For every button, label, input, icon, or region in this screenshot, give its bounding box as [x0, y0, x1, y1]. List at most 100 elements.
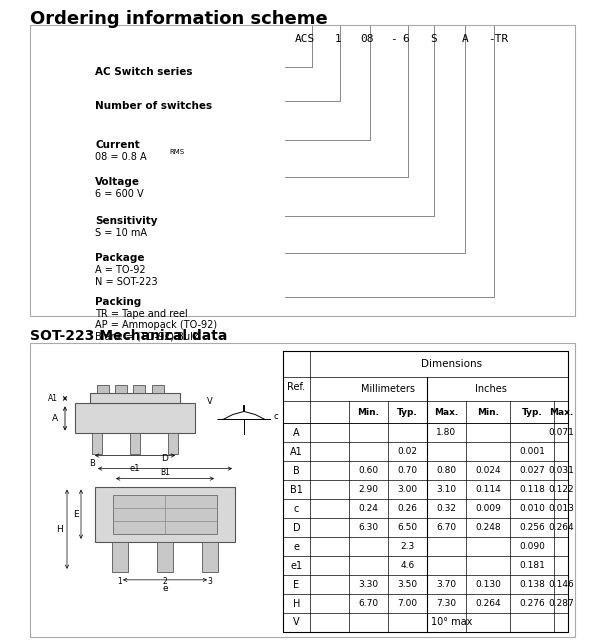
Text: RMS: RMS — [169, 149, 184, 155]
Text: 6.70: 6.70 — [358, 599, 379, 608]
Bar — [30, 25, 575, 316]
Text: Typ.: Typ. — [521, 408, 542, 417]
Text: 6: 6 — [402, 35, 409, 44]
Text: e: e — [162, 584, 168, 593]
Text: E: E — [293, 580, 299, 589]
Text: 2: 2 — [163, 577, 167, 586]
Text: 3.70: 3.70 — [436, 580, 457, 589]
Text: -TR: -TR — [488, 35, 508, 44]
Text: 0.248: 0.248 — [475, 523, 501, 532]
Text: Max.: Max. — [549, 408, 573, 417]
Text: 0.013: 0.013 — [548, 504, 574, 513]
Text: e1: e1 — [130, 464, 140, 473]
Text: 0.146: 0.146 — [548, 580, 574, 589]
Text: Blank = (TO-92) Bulk: Blank = (TO-92) Bulk — [95, 331, 199, 342]
Text: 1: 1 — [335, 35, 342, 44]
Text: A: A — [293, 428, 300, 438]
Text: Ref.: Ref. — [287, 383, 305, 392]
Bar — [168, 433, 178, 453]
Text: Packing: Packing — [95, 297, 141, 307]
Text: c: c — [273, 412, 278, 421]
Text: 3: 3 — [208, 577, 212, 586]
Bar — [157, 542, 173, 572]
Text: 6.50: 6.50 — [397, 523, 418, 532]
Text: Millimeters: Millimeters — [361, 385, 415, 394]
Text: 0.287: 0.287 — [548, 599, 574, 608]
Text: 1: 1 — [118, 577, 122, 586]
Bar — [113, 494, 217, 534]
Bar — [75, 403, 195, 433]
Text: Sensitivity: Sensitivity — [95, 216, 157, 226]
Text: 0.264: 0.264 — [475, 599, 501, 608]
Text: D: D — [293, 523, 301, 533]
Bar — [97, 385, 109, 394]
Text: 2.3: 2.3 — [400, 542, 415, 551]
Text: 4.6: 4.6 — [400, 561, 415, 570]
Text: S: S — [430, 35, 437, 44]
Text: 0.114: 0.114 — [475, 485, 501, 494]
Text: 08 = 0.8 A: 08 = 0.8 A — [95, 152, 146, 162]
Text: 0.70: 0.70 — [397, 466, 418, 475]
Text: Min.: Min. — [477, 408, 499, 417]
Text: e1: e1 — [290, 560, 302, 571]
Text: B: B — [293, 466, 300, 476]
Bar — [92, 433, 102, 453]
Text: Number of switches: Number of switches — [95, 101, 212, 111]
Text: A1: A1 — [48, 394, 58, 403]
Text: 3.00: 3.00 — [397, 485, 418, 494]
Text: 0.090: 0.090 — [519, 542, 545, 551]
Text: Current: Current — [95, 140, 140, 150]
Bar — [133, 385, 145, 394]
Text: 3.30: 3.30 — [358, 580, 379, 589]
Text: A: A — [462, 35, 469, 44]
Text: V: V — [207, 397, 213, 406]
Text: B1: B1 — [290, 485, 303, 495]
Text: AC Switch series: AC Switch series — [95, 67, 193, 77]
Text: 0.24: 0.24 — [359, 504, 379, 513]
Text: 0.256: 0.256 — [519, 523, 545, 532]
Text: ACS: ACS — [295, 35, 315, 44]
Text: H: H — [293, 598, 300, 609]
Text: B1: B1 — [160, 467, 170, 476]
Text: A = TO-92: A = TO-92 — [95, 265, 146, 275]
Text: 0.010: 0.010 — [519, 504, 545, 513]
Text: 0.60: 0.60 — [358, 466, 379, 475]
Text: 6 = 600 V: 6 = 600 V — [95, 189, 143, 200]
Text: 0.276: 0.276 — [519, 599, 545, 608]
Text: B: B — [89, 458, 95, 467]
Bar — [90, 394, 180, 403]
Text: 0.02: 0.02 — [398, 447, 418, 456]
Text: 0.122: 0.122 — [548, 485, 574, 494]
Text: Dimensions: Dimensions — [421, 360, 482, 369]
Text: 6.70: 6.70 — [436, 523, 457, 532]
Text: 7.00: 7.00 — [397, 599, 418, 608]
Text: Max.: Max. — [434, 408, 458, 417]
Text: Voltage: Voltage — [95, 177, 140, 187]
Bar — [115, 385, 127, 394]
Text: Min.: Min. — [358, 408, 380, 417]
Bar — [95, 487, 235, 542]
Text: 10° max: 10° max — [431, 618, 472, 627]
Text: 0.024: 0.024 — [475, 466, 501, 475]
Text: 0.118: 0.118 — [519, 485, 545, 494]
Bar — [130, 433, 140, 453]
Text: c: c — [294, 504, 299, 514]
Bar — [202, 542, 218, 572]
Text: 7.30: 7.30 — [436, 599, 457, 608]
Text: e: e — [293, 542, 299, 551]
Text: 0.80: 0.80 — [436, 466, 457, 475]
Text: V: V — [293, 618, 300, 627]
Text: -: - — [390, 35, 397, 44]
Text: (SOT-223) Tube: (SOT-223) Tube — [95, 342, 194, 352]
Text: Package: Package — [95, 254, 145, 263]
Text: 0.264: 0.264 — [548, 523, 574, 532]
Text: 3.50: 3.50 — [397, 580, 418, 589]
Text: 08: 08 — [360, 35, 373, 44]
Text: N = SOT-223: N = SOT-223 — [95, 277, 158, 286]
Bar — [152, 385, 164, 394]
Text: D: D — [161, 453, 169, 462]
Text: SOT-223 Mechanical data: SOT-223 Mechanical data — [30, 329, 227, 343]
Text: 0.130: 0.130 — [475, 580, 501, 589]
Text: H: H — [56, 525, 63, 534]
Text: S = 10 mA: S = 10 mA — [95, 228, 147, 238]
